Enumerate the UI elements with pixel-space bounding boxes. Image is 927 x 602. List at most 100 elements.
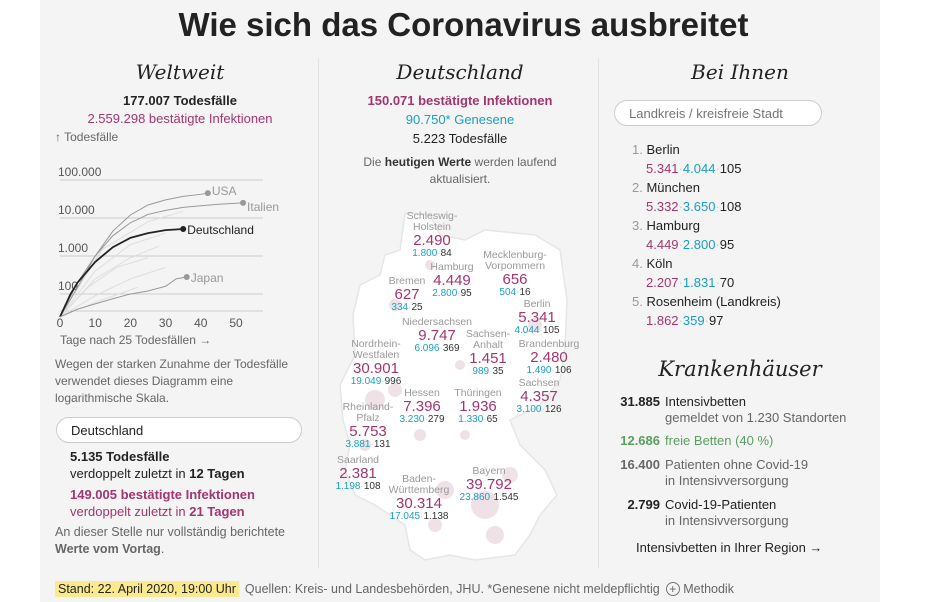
state-name: Brandenburg (518, 338, 580, 350)
district-recovered: 359 (682, 313, 705, 328)
free-beds: 12.686 freie Betten (40 %) (612, 433, 773, 449)
country-deaths: 5.135 Todesfälle (70, 449, 170, 464)
state-deaths: 1.545 (493, 492, 519, 503)
state-recovered: 23.860 (459, 492, 491, 503)
non-covid-value: 16.400 (620, 457, 660, 472)
state-confirmed: 5.753 (349, 423, 387, 440)
series-label: Japan (191, 271, 224, 285)
district-confirmed: 5.341 (646, 161, 679, 176)
x-tick-label: 30 (159, 316, 173, 330)
ranking-item[interactable]: 3. Hamburg 4.449·2.800·95 (632, 218, 735, 252)
district-ranking: 1. Berlin 5.341·4.044·105 2. München 5.332·… (632, 140, 781, 330)
district-deaths: 95 (719, 237, 735, 252)
district-search-input[interactable] (614, 100, 822, 126)
hospitals-heading: Krankenhäuser (658, 357, 822, 381)
doubling-text: verdoppelt zuletzt in (70, 466, 190, 481)
state-recovered: 1.490 (526, 365, 552, 376)
district-deaths: 105 (719, 161, 742, 176)
district-recovered: 1.831 (682, 275, 716, 290)
state-name: Sachsen (518, 377, 560, 389)
state-name: Sachsen- Anhalt (465, 328, 511, 351)
district-deaths: 108 (719, 199, 742, 214)
series-end-marker (183, 274, 190, 281)
state-confirmed: 627 (394, 286, 420, 303)
state-name: Hessen (404, 387, 440, 399)
state-recovered: 19.049 (350, 376, 382, 387)
germany-map (339, 212, 568, 561)
series-line-deutschland (59, 228, 184, 318)
state-name: Nordrhein- Westfalen (351, 338, 401, 361)
divider (598, 58, 599, 568)
state-label: Niedersachsen 9.747 6.096·369 (401, 316, 473, 355)
series-line-other (59, 257, 149, 318)
covid-sub: in Intensivversorgung (665, 513, 789, 528)
district-recovered: 3.650 (682, 199, 716, 214)
free-beds-label: freie Betten (40 %) (665, 433, 774, 448)
state-deaths: 279 (427, 414, 445, 425)
state-recovered: 2.800 (432, 288, 458, 299)
doubling-value: 21 Tagen (189, 504, 245, 519)
state-deaths: 126 (544, 404, 562, 415)
icu-region-link[interactable]: Intensivbetten in Ihrer Region → (636, 540, 823, 555)
footnote-bold: Werte vom Vortag (55, 542, 161, 556)
covid-label: Covid-19-Patienten (665, 497, 777, 512)
y-tick-label: 10.000 (58, 203, 95, 217)
infections-doubling: verdoppelt zuletzt in 21 Tagen (70, 503, 255, 520)
state-label: Rheinland- Pfalz 5.753 3.881·131 (342, 401, 394, 451)
state-name: Thüringen (454, 387, 502, 399)
world-heading: Weltweit (135, 60, 225, 84)
state-deaths: 369 (442, 343, 460, 354)
x-tick-label: 10 (89, 316, 103, 330)
covid-value: 2.799 (627, 497, 660, 512)
district-deaths: 70 (719, 275, 735, 290)
state-name: Saarland (336, 454, 380, 466)
state-label: Baden- Württemberg 30.314 17.045·1.138 (388, 473, 450, 523)
district-name: Köln (646, 256, 673, 271)
update-note: Die heutigen Werte werden laufend aktual… (360, 154, 560, 188)
note-text: werden laufend aktualisiert. (429, 155, 557, 186)
state-deaths: 108 (363, 481, 381, 492)
state-confirmed: 9.747 (418, 327, 456, 344)
ranking-item[interactable]: 1. Berlin 5.341·4.044·105 (632, 142, 742, 176)
state-label: Berlin 5.341 4.044·105 (514, 298, 560, 337)
non-covid-sub: in Intensivversorgung (665, 473, 789, 488)
rank-number: 1. (632, 142, 643, 157)
footnote-end: . (160, 542, 165, 556)
state-confirmed: 656 (502, 271, 528, 288)
state-deaths: 1.138 (423, 511, 449, 522)
ranking-item[interactable]: 2. München 5.332·3.650·108 (632, 180, 742, 214)
ranking-item[interactable]: 4. Köln 2.207·1.831·70 (632, 256, 735, 290)
state-deaths: 105 (542, 325, 560, 336)
methodology-link[interactable]: + Methodik (665, 582, 734, 596)
state-confirmed: 30.901 (353, 360, 399, 377)
state-recovered: 504 (499, 287, 517, 298)
free-beds-value: 12.686 (620, 433, 660, 448)
state-label: Schleswig- Holstein 2.490 1.800·84 (406, 210, 458, 260)
state-deaths: 131 (373, 439, 391, 450)
state-label: Hessen 7.396 3.230·279 (399, 387, 445, 426)
state-deaths: 84 (440, 248, 452, 259)
district-deaths: 97 (708, 313, 724, 328)
x-tick-label: 20 (124, 316, 138, 330)
state-label: Thüringen 1.936 1.330·65 (454, 387, 502, 426)
rank-number: 4. (632, 256, 643, 271)
covid-patients: 2.799 Covid-19-Patienten in Intensivversor… (612, 497, 789, 529)
state-confirmed: 4.449 (433, 272, 471, 289)
state-recovered: 3.100 (516, 404, 542, 415)
series-line-japan (59, 276, 187, 318)
state-recovered: 6.096 (414, 343, 440, 354)
district-recovered: 4.044 (682, 161, 716, 176)
germany-deaths: 5.223 Todesfälle (412, 131, 508, 146)
district-name: München (646, 180, 700, 195)
world-deaths: 177.007 Todesfälle (123, 93, 237, 108)
state-deaths: 996 (384, 376, 402, 387)
ranking-item[interactable]: 5. Rosenheim (Landkreis) 1.862·359·97 (632, 294, 781, 328)
country-select[interactable]: Deutschland (56, 417, 302, 443)
state-deaths: 16 (519, 287, 531, 298)
series-label: Italien (247, 200, 279, 214)
sources: Quellen: Kreis- und Landesbehörden, JHU.… (244, 582, 660, 596)
footnote-text: An dieser Stelle nur vollständig bericht… (55, 525, 285, 539)
rank-number: 5. (632, 294, 643, 309)
state-label: Mecklenburg- Vorpommern 656 504·16 (483, 249, 547, 299)
state-name: Baden- Württemberg (388, 473, 450, 496)
